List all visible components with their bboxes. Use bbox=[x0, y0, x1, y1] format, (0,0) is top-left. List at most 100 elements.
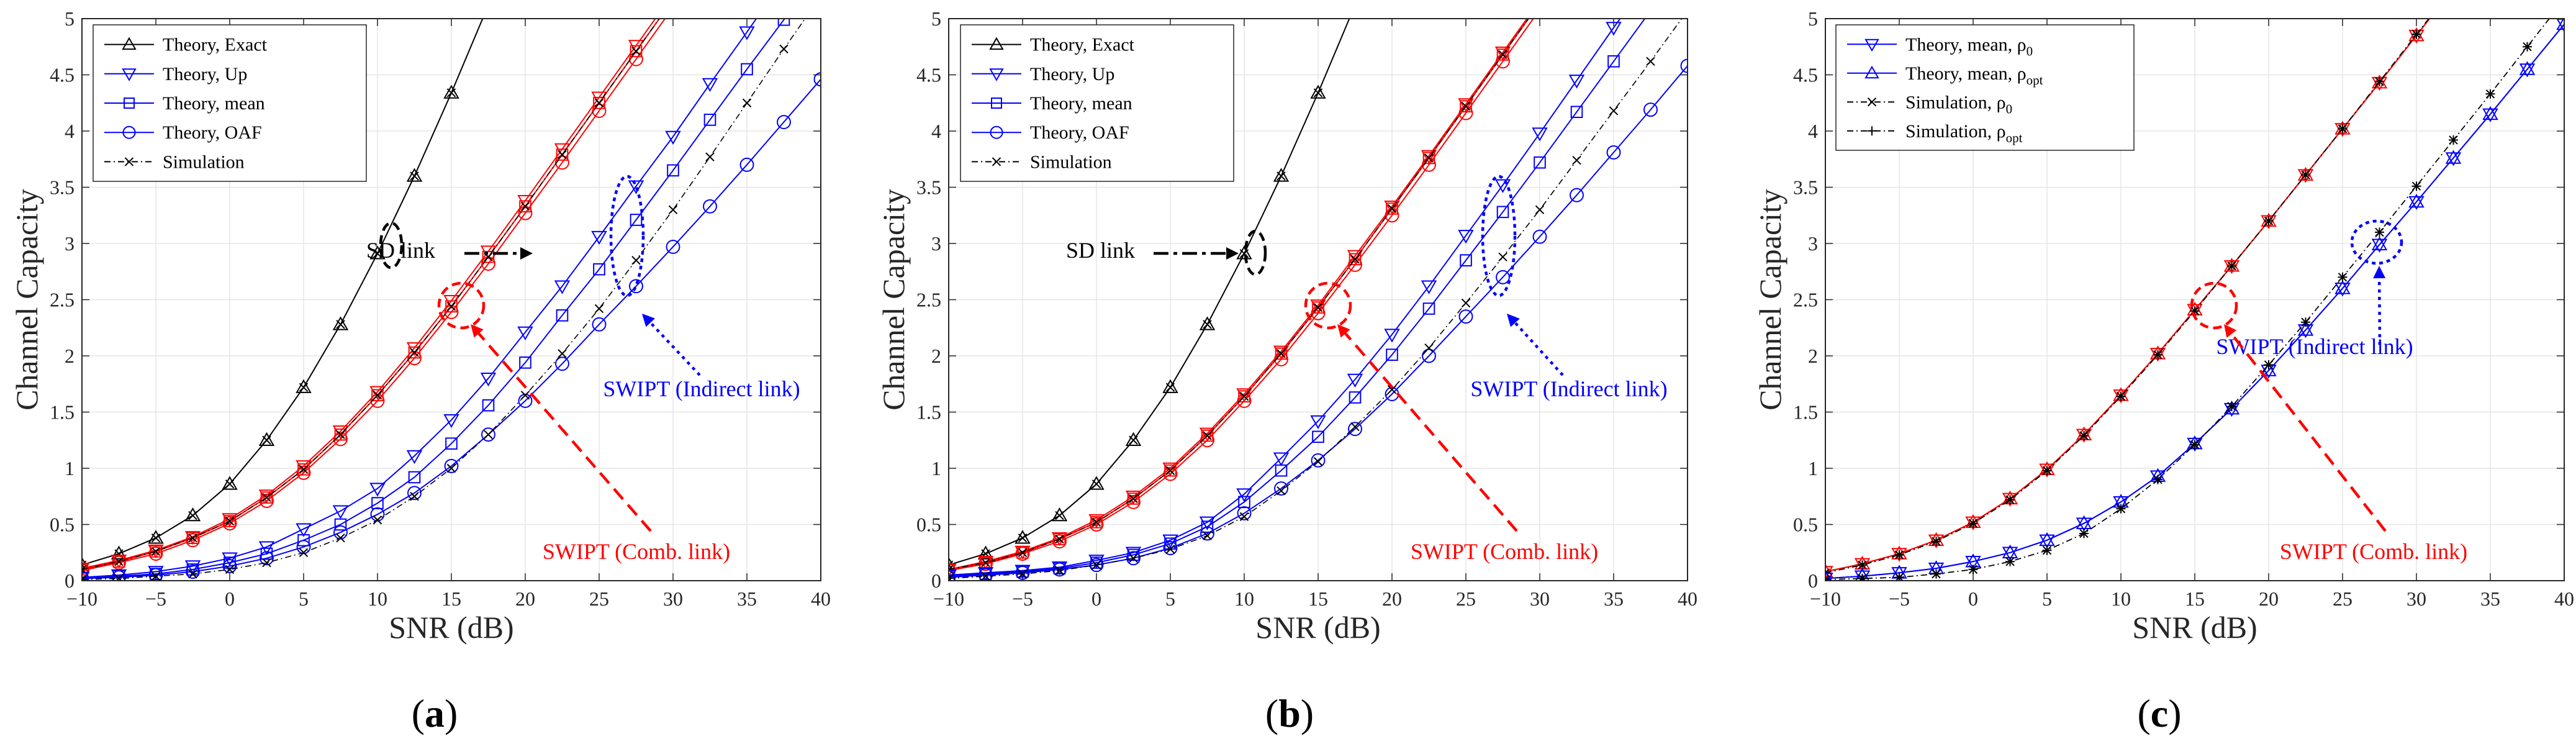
y-axis-label: Channel Capacity bbox=[1753, 189, 1787, 411]
x-tick-label: 10 bbox=[1234, 588, 1254, 610]
marker-x bbox=[1350, 255, 1360, 264]
marker-x bbox=[262, 435, 271, 445]
marker-triangle-down bbox=[517, 326, 533, 341]
panel-label: (c) bbox=[2137, 691, 2181, 735]
marker-square bbox=[371, 497, 384, 509]
annotation-arrow bbox=[1344, 332, 1518, 532]
marker-circle bbox=[1015, 547, 1030, 561]
marker-triangle-down bbox=[989, 68, 1004, 81]
y-tick-label: 0.5 bbox=[916, 514, 941, 536]
marker-x bbox=[225, 516, 235, 526]
marker-x bbox=[1867, 98, 1877, 107]
legend-label: Simulation, ρ0 bbox=[1905, 92, 2012, 116]
panel-label-letter: b bbox=[1278, 691, 1301, 735]
marker-triangle-up bbox=[2445, 150, 2462, 164]
marker-circle bbox=[1348, 422, 1362, 437]
marker-x bbox=[484, 1, 492, 9]
marker-circle bbox=[1606, 145, 1621, 160]
legend-entry: Simulation bbox=[104, 152, 245, 172]
marker-x bbox=[1572, 155, 1581, 165]
annotation-comb: SWIPT (Comb. link) bbox=[437, 281, 730, 564]
marker-triangle-down bbox=[2223, 260, 2240, 275]
marker-triangle-down bbox=[1384, 329, 1400, 343]
marker-triangle-up bbox=[2261, 362, 2277, 376]
marker-plus bbox=[2301, 317, 2310, 327]
marker-triangle-up bbox=[2334, 120, 2351, 135]
marker-square bbox=[1349, 391, 1362, 404]
series-line-ind-simulation-rhoopt bbox=[1825, 19, 2550, 580]
marker-x bbox=[1239, 512, 1249, 522]
legend-label: Theory, mean bbox=[163, 93, 265, 114]
marker-square bbox=[519, 356, 531, 369]
marker-plus bbox=[1858, 573, 1867, 581]
legend-entry: Theory, Up bbox=[104, 64, 247, 84]
marker-square bbox=[1201, 520, 1214, 533]
y-tick-label: 1 bbox=[931, 457, 941, 479]
legend-label: Theory, mean bbox=[1030, 93, 1132, 114]
marker-circle bbox=[592, 103, 607, 118]
x-tick-label: 30 bbox=[2407, 588, 2426, 610]
marker-circle bbox=[222, 559, 237, 573]
marker-plus bbox=[1894, 550, 1904, 560]
marker-x bbox=[225, 479, 235, 489]
x-tick-label: 25 bbox=[589, 588, 609, 610]
marker-triangle-up bbox=[111, 545, 127, 560]
marker-plus bbox=[2264, 216, 2274, 226]
marker-circle bbox=[1126, 551, 1141, 566]
marker-triangle-down bbox=[1347, 373, 1363, 388]
y-tick-label: 2 bbox=[931, 345, 941, 367]
y-tick-label: 3.5 bbox=[1793, 176, 1818, 199]
marker-x bbox=[1461, 298, 1471, 308]
marker-plus bbox=[1825, 574, 1830, 581]
marker-x bbox=[520, 391, 530, 400]
marker-triangle-down bbox=[2297, 169, 2314, 183]
marker-triangle-down bbox=[2445, 152, 2462, 166]
marker-plus bbox=[2227, 261, 2236, 271]
marker-x bbox=[949, 560, 954, 570]
x-axis-label: SNR (dB) bbox=[389, 610, 513, 645]
series-group bbox=[82, 1, 821, 581]
marker-x bbox=[1203, 320, 1212, 329]
marker-triangle-up bbox=[2297, 322, 2314, 336]
marker-square bbox=[1607, 55, 1620, 68]
annotation-arrowhead bbox=[520, 247, 533, 260]
legend-entry: Theory, mean, ρopt bbox=[1847, 63, 2043, 88]
marker-x bbox=[373, 515, 382, 525]
x-tick-label: 20 bbox=[2259, 588, 2279, 610]
marker-circle bbox=[1052, 534, 1067, 549]
marker-triangle-up bbox=[2261, 212, 2277, 227]
marker-circle bbox=[1015, 565, 1030, 580]
marker-triangle-down bbox=[1568, 75, 1585, 89]
annotation-ellipse bbox=[1481, 175, 1517, 297]
marker-triangle-up bbox=[2334, 280, 2351, 294]
marker-x bbox=[1646, 57, 1655, 66]
marker-circle bbox=[555, 356, 569, 371]
annotation-arrowhead bbox=[642, 314, 655, 327]
marker-circle bbox=[739, 157, 754, 172]
marker-x bbox=[299, 548, 309, 557]
marker-triangle-down bbox=[739, 26, 755, 40]
marker-circle bbox=[1237, 393, 1252, 408]
marker-x bbox=[1165, 383, 1175, 392]
y-tick-label: 4 bbox=[1808, 120, 1818, 142]
x-tick-label: 5 bbox=[1165, 588, 1175, 610]
legend-entry: Theory, mean, ρ0 bbox=[1847, 34, 2033, 58]
marker-x bbox=[1535, 205, 1545, 214]
marker-circle bbox=[990, 125, 1003, 139]
marker-x bbox=[1091, 479, 1101, 489]
marker-triangle-down bbox=[1494, 47, 1511, 61]
marker-triangle-up bbox=[2556, 19, 2564, 30]
marker-square bbox=[1645, 6, 1656, 17]
marker-plus bbox=[1858, 560, 1867, 570]
marker-triangle-down bbox=[1384, 201, 1400, 215]
annotation-arrowhead bbox=[1337, 324, 1350, 338]
marker-x bbox=[1498, 252, 1507, 261]
marker-x bbox=[705, 152, 715, 161]
marker-square bbox=[1312, 430, 1324, 443]
marker-square bbox=[777, 19, 790, 26]
marker-x bbox=[594, 98, 604, 107]
marker-triangle-up bbox=[148, 530, 164, 544]
marker-x bbox=[1129, 553, 1138, 563]
marker-x bbox=[299, 383, 309, 392]
panel-label-open: ( bbox=[412, 691, 425, 735]
